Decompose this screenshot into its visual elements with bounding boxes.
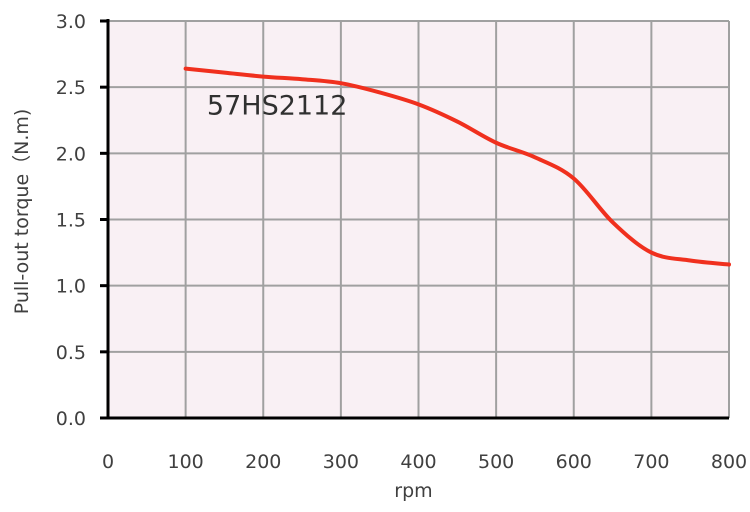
y-tick-label: 3.0 [56,11,86,33]
x-tick-label: 800 [711,451,747,473]
x-tick-labels: 0 100 200 300 400 500 600 700 800 [102,451,747,473]
y-tick-label: 1.0 [56,276,86,298]
y-tick-label: 0.0 [56,408,86,430]
grid [100,19,730,420]
x-tick-label: 400 [400,451,436,473]
series-layer [183,66,731,267]
x-tick-label: 700 [633,451,669,473]
y-tick-label: 2.0 [56,143,86,165]
y-tick-label: 0.5 [56,342,86,364]
y-axis-title: Pull-out torque（N.m) [11,109,33,315]
x-tick-label: 500 [478,451,514,473]
x-tick-label: 200 [245,451,281,473]
x-axis-title: rpm [394,480,432,502]
y-tick-label: 2.5 [56,77,86,99]
x-tick-label: 600 [556,451,592,473]
series-line [183,66,731,267]
y-tick-labels: 0.0 0.5 1.0 1.5 2.0 2.5 3.0 [56,11,86,430]
axes [106,19,729,420]
x-tick-label: 0 [102,451,114,473]
x-tick-label: 100 [167,451,203,473]
y-tick-label: 1.5 [56,210,86,232]
series-annotation-label: 57HS2112 [207,91,348,122]
x-tick-label: 300 [323,451,359,473]
